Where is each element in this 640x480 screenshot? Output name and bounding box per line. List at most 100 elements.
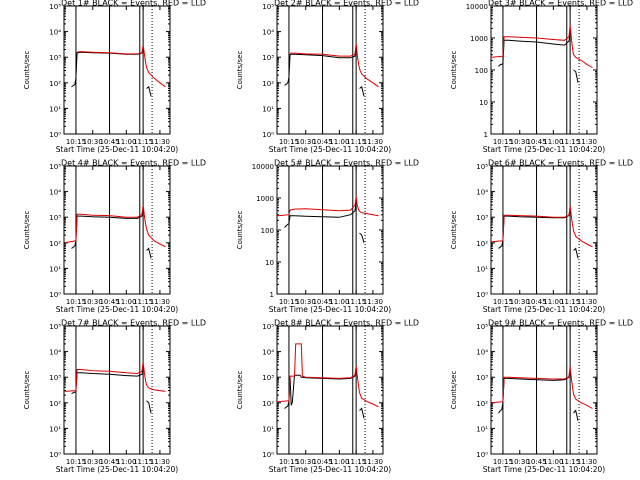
y-tick-label: 10³ <box>476 374 488 382</box>
panel-det-2: Det 2# BLACK = Events, RED = LLD 10⁰ 10¹ 10… <box>236 0 419 154</box>
y-tick-label: 10³ <box>476 214 488 222</box>
panel-det-7: Det 7# BLACK = Events, RED = LLD 10⁰ 10¹ 10… <box>23 319 206 475</box>
x-tick-label: 11:00 <box>543 298 563 306</box>
y-tick-label: 10³ <box>262 54 274 62</box>
x-tick-label: 10:45 <box>526 458 546 466</box>
x-tick-label: 10:15 <box>493 138 513 146</box>
series-line-events <box>284 202 365 243</box>
x-axis-label: Start Time (25-Dec-11 10:04:20) <box>269 145 391 154</box>
y-tick-label: 10¹ <box>49 265 61 273</box>
x-tick-label: 11:15 <box>346 458 366 466</box>
y-tick-label: 10³ <box>49 214 61 222</box>
y-tick-label: 10² <box>476 240 488 248</box>
y-tick-label: 10⁵ <box>49 3 61 11</box>
x-tick-label: 10:15 <box>493 298 513 306</box>
y-tick-label: 10² <box>476 400 488 408</box>
x-axis-label: Start Time (25-Dec-11 10:04:20) <box>269 465 391 474</box>
x-tick-label: 11:00 <box>116 298 136 306</box>
x-tick-label: 11:15 <box>346 138 366 146</box>
y-tick-label: 1 <box>484 131 488 139</box>
panel-det-1: Det 1# BLACK = Events, RED = LLD 10⁰ 10¹ 10… <box>23 0 206 154</box>
y-tick-label: 10⁵ <box>476 163 488 171</box>
panel-det-4: Det 4# BLACK = Events, RED = LLD 10⁰ 10¹ 10… <box>23 159 206 315</box>
series-line-lld <box>491 205 593 248</box>
y-tick-label: 10¹ <box>476 265 488 273</box>
panel-title: Det 4# BLACK = Events, RED = LLD <box>61 159 206 168</box>
x-tick-label: 10:30 <box>510 138 530 146</box>
y-tick-label: 10⁴ <box>476 349 488 357</box>
y-tick-label: 10² <box>262 80 274 88</box>
y-tick-label: 10² <box>49 80 61 88</box>
x-tick-label: 10:30 <box>83 458 103 466</box>
y-tick-label: 10¹ <box>262 105 274 113</box>
series-line-events <box>284 46 365 97</box>
x-tick-label: 10:30 <box>296 298 316 306</box>
panel-det-3: Det 3# BLACK = Events, RED = LLD 1 10 100 10… <box>450 0 633 154</box>
plot-frame <box>276 5 384 135</box>
y-tick-label: 10⁴ <box>49 349 61 357</box>
y-tick-label: 10⁰ <box>476 451 488 459</box>
x-tick-label: 10:30 <box>296 458 316 466</box>
y-tick-label: 10 <box>479 99 488 107</box>
panel-det-9: Det 9# BLACK = Events, RED = LLD 10⁰ 10¹ 10… <box>450 319 633 475</box>
x-tick-label: 10:15 <box>279 458 299 466</box>
y-tick-label: 10⁴ <box>476 189 488 197</box>
y-tick-label: 1 <box>270 291 274 299</box>
x-tick-label: 11:15 <box>346 298 366 306</box>
y-tick-label: 10000 <box>252 163 274 171</box>
y-tick-label: 10¹ <box>49 105 61 113</box>
series-line-lld <box>290 43 379 88</box>
x-axis-label: Start Time (25-Dec-11 10:04:20) <box>269 305 391 314</box>
x-tick-label: 11:30 <box>577 138 597 146</box>
x-tick-label: 10:45 <box>312 138 332 146</box>
x-tick-label: 10:45 <box>312 298 332 306</box>
y-tick-label: 10⁰ <box>49 131 61 139</box>
x-tick-label: 11:15 <box>560 458 580 466</box>
x-tick-label: 10:15 <box>66 298 86 306</box>
y-tick-label: 10⁴ <box>262 29 274 37</box>
series-line-events <box>284 367 365 419</box>
x-tick-label: 11:00 <box>543 138 563 146</box>
x-tick-label: 11:30 <box>150 458 170 466</box>
plot-frame <box>63 5 171 135</box>
x-tick-label: 11:15 <box>133 298 153 306</box>
series-line-events <box>71 46 152 97</box>
x-axis-label: Start Time (25-Dec-11 10:04:20) <box>483 465 605 474</box>
x-tick-label: 10:45 <box>312 458 332 466</box>
y-tick-label: 10⁰ <box>49 451 61 459</box>
plot-frame <box>490 165 598 295</box>
series-line-events <box>71 208 152 259</box>
panel-title: Det 9# BLACK = Events, RED = LLD <box>488 319 633 328</box>
y-tick-label: 10³ <box>49 54 61 62</box>
y-tick-label: 10³ <box>49 374 61 382</box>
x-tick-label: 11:00 <box>116 138 136 146</box>
panel-title: Det 2# BLACK = Events, RED = LLD <box>274 0 419 8</box>
x-tick-label: 10:30 <box>510 298 530 306</box>
x-tick-label: 10:45 <box>99 298 119 306</box>
x-tick-label: 11:00 <box>329 458 349 466</box>
series-line-lld <box>491 25 593 68</box>
y-tick-label: 10⁵ <box>49 323 61 331</box>
x-tick-label: 10:45 <box>99 138 119 146</box>
y-tick-label: 10⁵ <box>262 323 274 331</box>
y-tick-label: 10¹ <box>49 425 61 433</box>
panel-title: Det 5# BLACK = Events, RED = LLD <box>274 159 419 168</box>
x-axis-label: Start Time (25-Dec-11 10:04:20) <box>56 305 178 314</box>
panel-det-5: Det 5# BLACK = Events, RED = LLD 1 10 100 10… <box>236 159 419 315</box>
y-axis-label: Counts/sec <box>23 51 31 90</box>
y-axis-label: Counts/sec <box>236 211 244 250</box>
series-line-events <box>71 366 152 414</box>
y-tick-label: 10³ <box>262 374 274 382</box>
series-line-lld <box>64 204 166 248</box>
y-tick-label: 10⁵ <box>262 3 274 11</box>
y-tick-label: 10⁰ <box>262 131 274 139</box>
x-tick-label: 11:00 <box>329 298 349 306</box>
x-tick-label: 11:15 <box>560 138 580 146</box>
y-tick-label: 10⁴ <box>49 189 61 197</box>
x-axis-label: Start Time (25-Dec-11 10:04:20) <box>56 465 178 474</box>
x-axis-label: Start Time (25-Dec-11 10:04:20) <box>483 145 605 154</box>
x-tick-label: 11:30 <box>363 138 383 146</box>
y-axis-label: Counts/sec <box>23 211 31 250</box>
panel-det-6: Det 6# BLACK = Events, RED = LLD 10⁰ 10¹ 10… <box>450 159 633 315</box>
x-tick-label: 10:15 <box>493 458 513 466</box>
